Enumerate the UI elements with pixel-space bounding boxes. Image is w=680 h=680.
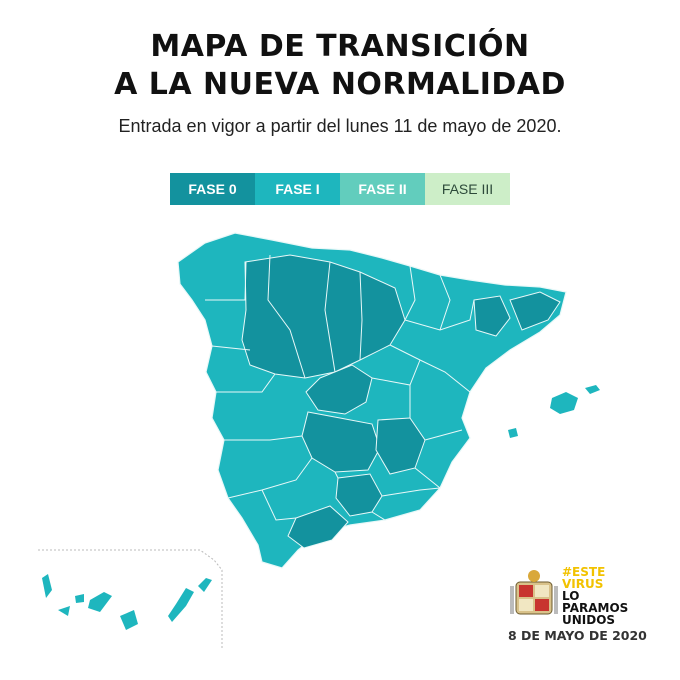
- border-line: [414, 467, 441, 489]
- legend-phase-3: FASE III: [425, 173, 510, 205]
- slogan-line-5: UNIDOS: [562, 613, 616, 627]
- slogan-block: #ESTE VIRUS LO PARAMOS UNIDOS: [562, 566, 628, 626]
- province-borders: [205, 254, 475, 521]
- island-ibiza: [508, 428, 518, 438]
- border-line: [261, 489, 297, 521]
- island-fuerteventura: [168, 588, 194, 622]
- inset-border: [38, 549, 223, 650]
- border-line: [267, 254, 306, 379]
- border-line: [389, 344, 471, 393]
- island-el-hierro: [58, 606, 70, 616]
- region-catalunya-b: [509, 291, 561, 331]
- border-line: [205, 261, 247, 301]
- border-line: [371, 511, 386, 521]
- legend-phase-1: FASE I: [255, 173, 340, 205]
- border-line: [334, 471, 339, 479]
- map-subtitle: Entrada en vigor a partir del lunes 11 d…: [118, 116, 562, 136]
- balearic-islands: [508, 385, 600, 438]
- border-line: [439, 274, 451, 331]
- border-line: [404, 265, 416, 321]
- publication-date: 8 DE MAYO DE 2020: [508, 628, 647, 643]
- island-la-palma: [42, 574, 52, 598]
- region-castilla-la-mancha-a: [301, 411, 381, 473]
- title-line-2: A LA NUEVA NORMALIDAD: [114, 67, 566, 102]
- slogan-line-3: LO: [562, 589, 580, 603]
- island-la-gomera: [75, 594, 84, 603]
- border-line: [359, 271, 363, 361]
- border-line: [216, 373, 276, 393]
- border-line: [227, 457, 313, 499]
- island-lanzarote: [198, 578, 212, 592]
- canary-inset: [38, 549, 223, 650]
- slogan-line-1: #ESTE: [562, 565, 606, 579]
- map-title: MAPA DE TRANSICIÓN A LA NUEVA NORMALIDAD: [0, 28, 680, 104]
- slogan-line-2: VIRUS: [562, 577, 604, 591]
- island-gran-canaria: [120, 610, 138, 630]
- region-catalunya-a: [473, 295, 511, 337]
- legend-phase-0: FASE 0: [170, 173, 255, 205]
- region-madrid-area: [305, 364, 373, 415]
- phase-legend: FASE 0 FASE I FASE II FASE III: [170, 173, 510, 205]
- island-tenerife: [88, 592, 112, 612]
- island-mallorca: [550, 392, 578, 414]
- island-menorca: [585, 385, 600, 394]
- border-line: [224, 435, 303, 441]
- legend-phase-2: FASE II: [340, 173, 425, 205]
- title-line-1: MAPA DE TRANSICIÓN: [150, 29, 530, 64]
- border-line: [404, 299, 475, 331]
- border-line: [424, 429, 463, 441]
- region-andalucia-malaga: [287, 505, 349, 549]
- border-line: [324, 261, 336, 373]
- border-line: [211, 345, 251, 351]
- slogan-line-4: PARAMOS: [562, 601, 629, 615]
- border-line: [381, 487, 441, 497]
- coat-of-arms-icon: [510, 570, 558, 615]
